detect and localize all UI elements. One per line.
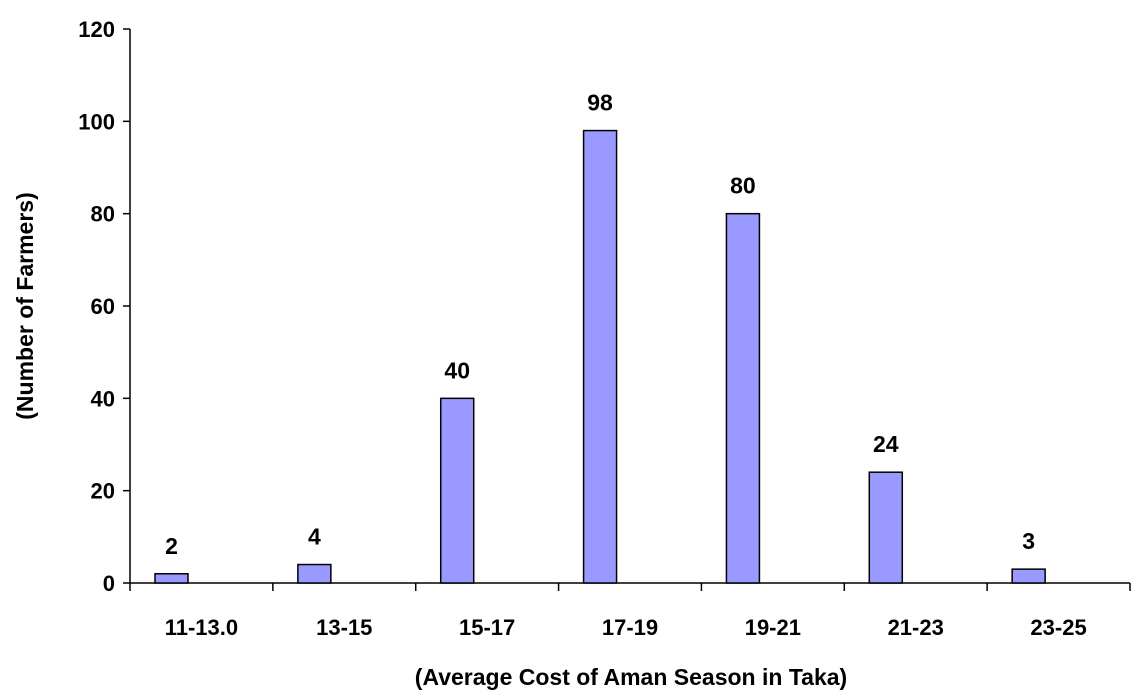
bar <box>582 129 618 584</box>
x-tick-label: 21-23 <box>888 615 944 640</box>
y-tick-label: 60 <box>91 294 115 319</box>
x-axis: 11-13.0 13-15 15-17 17-19 19-21 21-23 23-25 <box>129 582 1131 640</box>
x-axis-title: (Average Cost of Aman Season in Taka) <box>415 664 847 690</box>
data-label: 4 <box>308 524 321 550</box>
x-tick-label: 17-19 <box>602 615 658 640</box>
data-label: 3 <box>1022 528 1035 554</box>
bar <box>439 397 475 584</box>
bar <box>725 212 761 584</box>
x-tick-label: 13-15 <box>316 615 372 640</box>
bar <box>154 573 189 584</box>
x-tick-label: 15-17 <box>459 615 515 640</box>
data-label: 2 <box>165 533 178 559</box>
x-tick-label: 11-13.0 <box>165 615 238 640</box>
y-axis-title: (Number of Farmers) <box>12 192 38 419</box>
y-tick-label: 0 <box>103 571 115 596</box>
bar <box>297 563 332 584</box>
x-tick-label: 23-25 <box>1030 615 1086 640</box>
y-tick-label: 40 <box>91 386 115 411</box>
data-label: 24 <box>873 431 899 457</box>
y-tick-label: 80 <box>91 202 115 227</box>
y-axis: 0 20 40 60 80 100 120 <box>78 17 131 596</box>
y-tick-label: 120 <box>78 17 115 42</box>
bar <box>868 471 904 584</box>
bars <box>154 129 1046 584</box>
data-label: 98 <box>587 90 613 116</box>
x-tick-label: 19-21 <box>745 615 801 640</box>
y-tick-label: 100 <box>78 109 115 134</box>
data-label: 80 <box>730 173 756 199</box>
data-label: 40 <box>444 357 470 383</box>
y-tick-label: 20 <box>91 479 115 504</box>
bar <box>1011 568 1046 584</box>
